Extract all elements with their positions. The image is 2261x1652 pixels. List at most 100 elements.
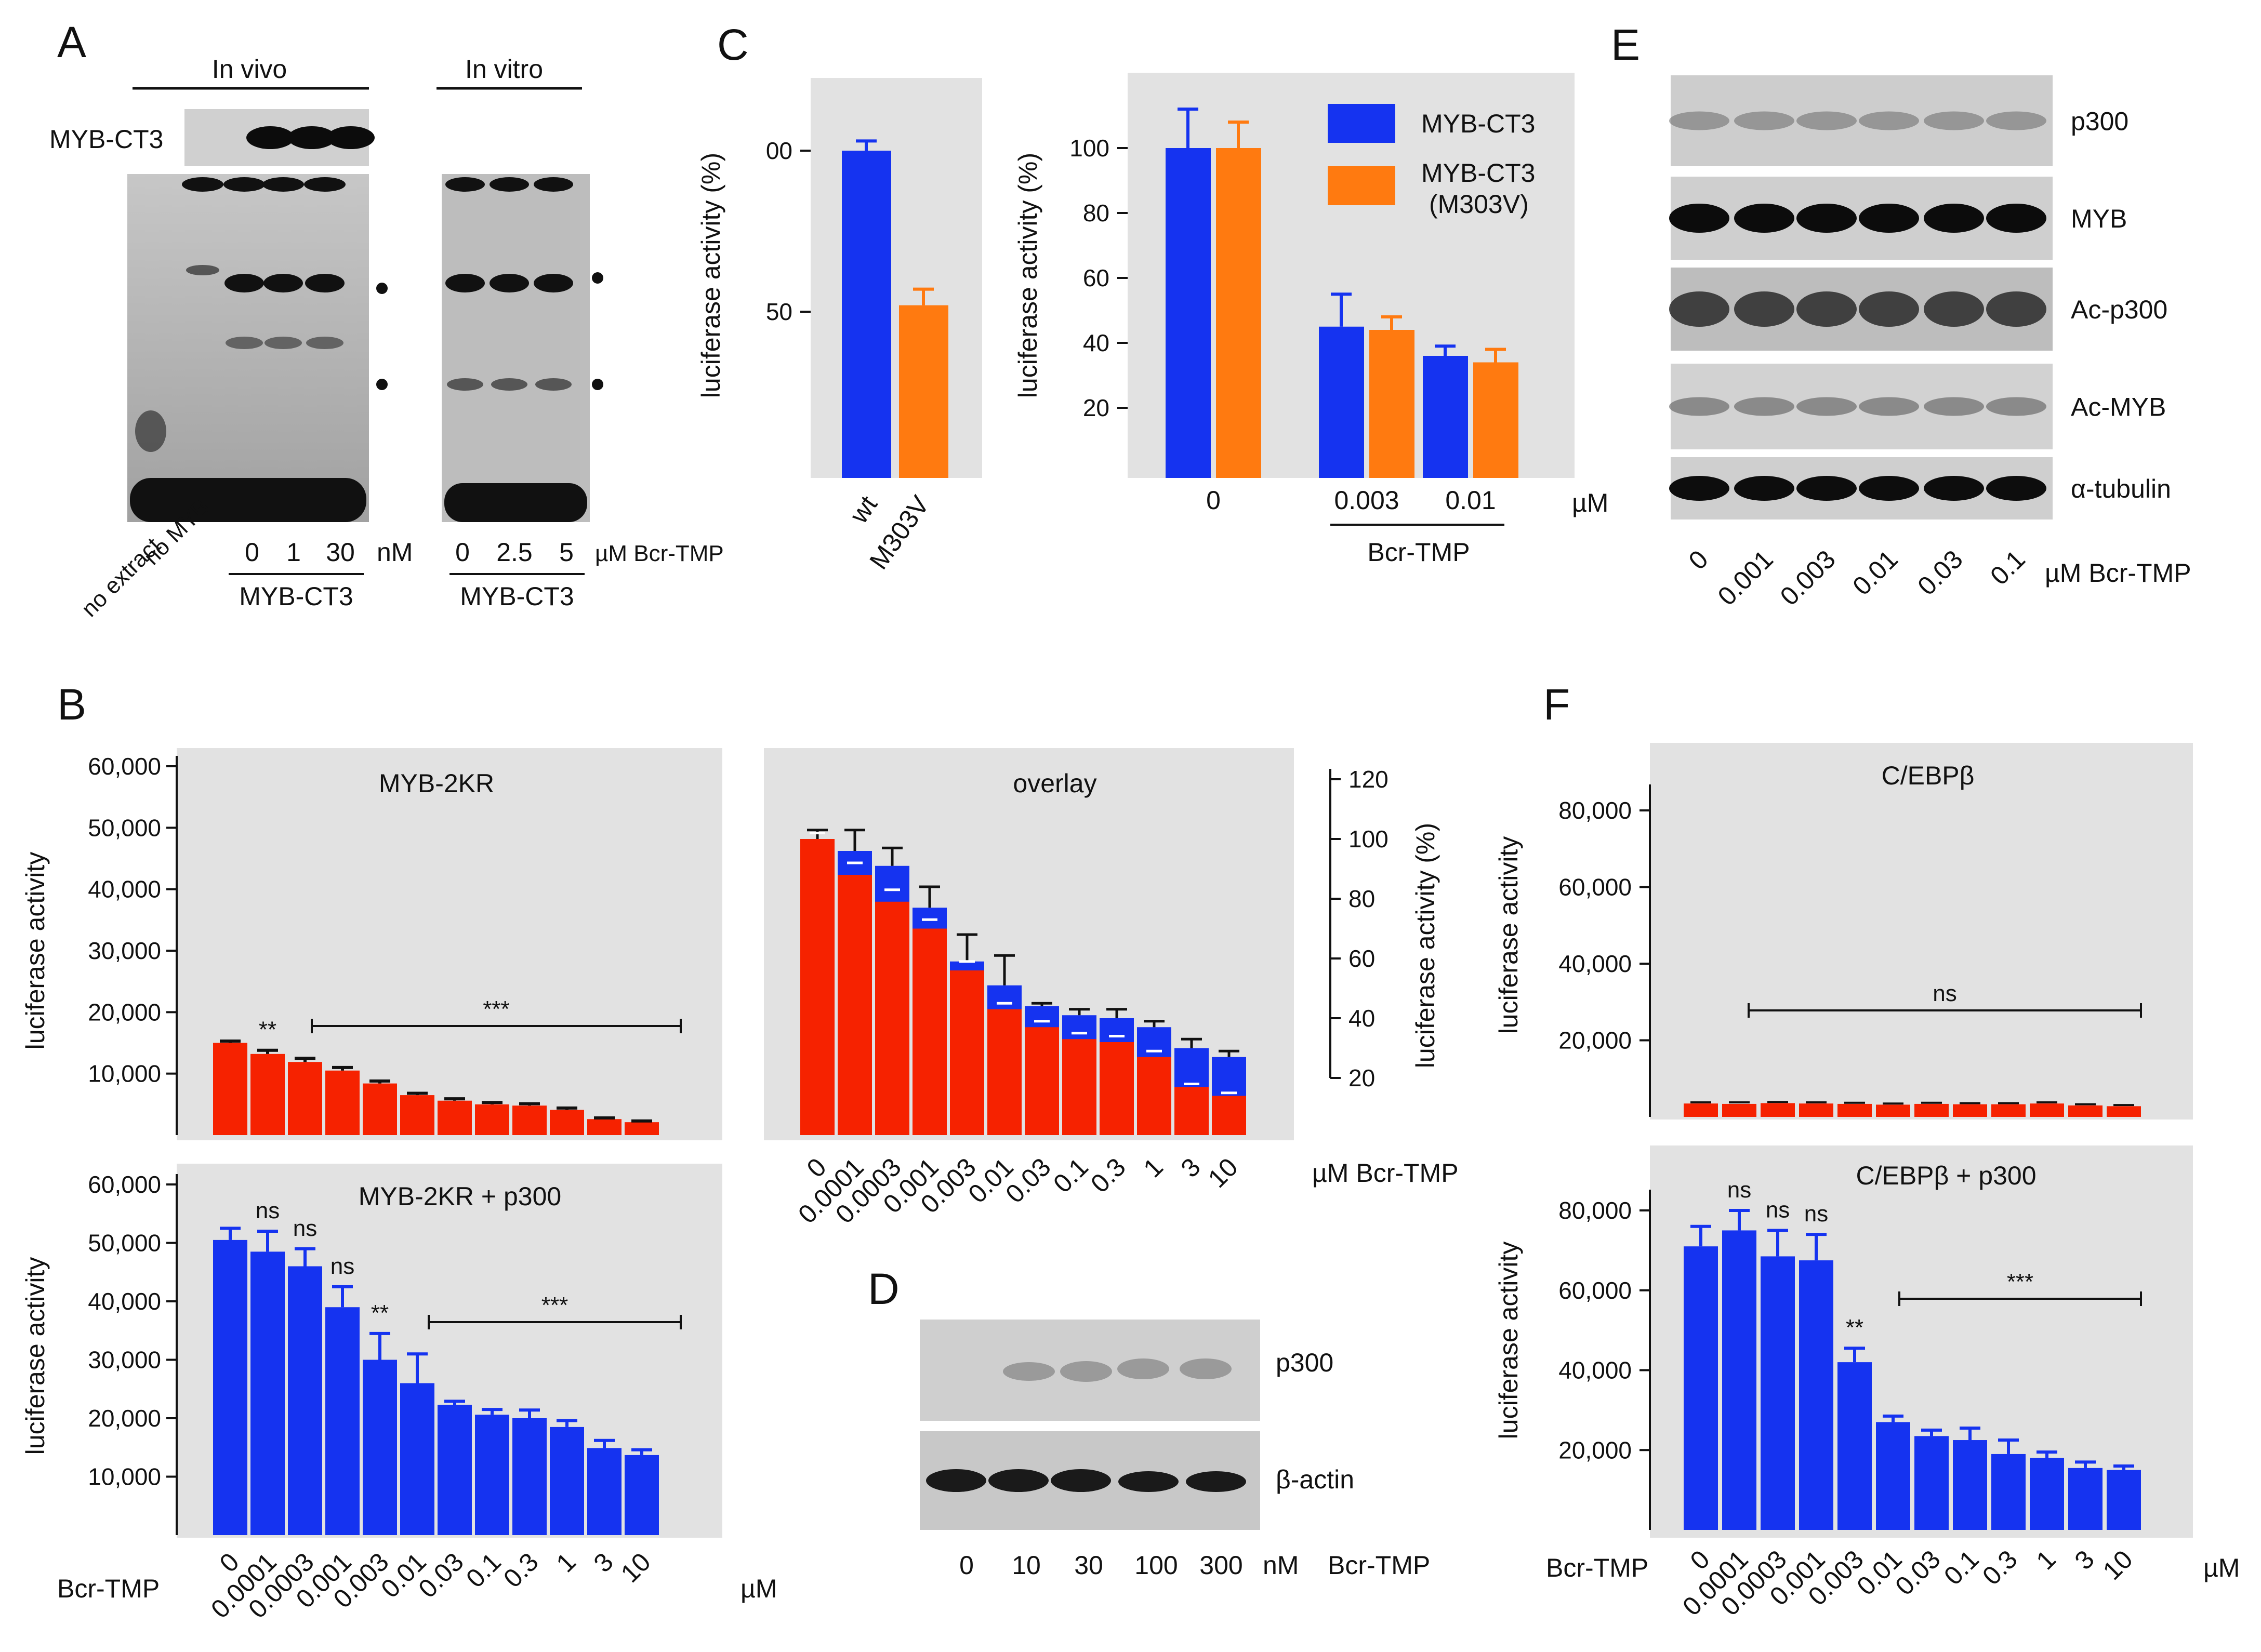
f-top-bar-8 xyxy=(1991,1104,2026,1117)
e-band-0-1 xyxy=(1734,111,1794,130)
b-overlay-unit: µM Bcr-TMP xyxy=(1312,1158,1459,1188)
e-band-label-Ac-p300: Ac-p300 xyxy=(2071,295,2167,324)
f-top-plot-bg xyxy=(1650,743,2193,1120)
c-right-bar-s1-1 xyxy=(1369,330,1414,478)
b-overlay-dose-10: 10 xyxy=(1202,1152,1244,1193)
f-unit: µM xyxy=(2203,1553,2240,1582)
b-top-bar-6 xyxy=(438,1100,472,1135)
e-band-4-1 xyxy=(1734,476,1794,501)
e-band-0-0 xyxy=(1669,111,1729,130)
e-band-4-0 xyxy=(1669,476,1729,501)
lane-0-um: 0 xyxy=(455,538,470,567)
f-bottom-ylabel: luciferase activity xyxy=(1494,1242,1523,1440)
legend-m303v-paren: (M303V) xyxy=(1429,190,1529,219)
myb-western-bands xyxy=(246,126,375,149)
b-top-ytick-label-5: 10,000 xyxy=(88,1060,161,1087)
b-overlay-ylabel: luciferase activity (%) xyxy=(1411,823,1440,1068)
b-dose-0.3: 0.3 xyxy=(498,1547,544,1593)
b-top-ytick-label-4: 20,000 xyxy=(88,998,161,1025)
e-band-3-1 xyxy=(1734,397,1794,416)
e-band-2-5 xyxy=(1986,291,2046,327)
b-bottom-ylabel: luciferase activity xyxy=(21,1257,50,1455)
emsa-gel-in-vivo xyxy=(127,174,388,522)
c-left-plot-bg xyxy=(811,78,982,478)
b-dose-3: 3 xyxy=(588,1547,619,1578)
b-overlay-ytick-label-120: 120 xyxy=(1348,766,1389,793)
b-top-bar-7 xyxy=(475,1104,509,1135)
emsa-gel-in-vitro xyxy=(442,174,603,522)
b-overlay-red-bar-1 xyxy=(838,875,872,1135)
f-bottom-bar-9 xyxy=(2030,1458,2064,1530)
b-bottom-bar-0 xyxy=(213,1240,247,1535)
unit-nm: nM xyxy=(377,538,413,567)
d-band-p300: p300 xyxy=(1276,1348,1333,1377)
e-band-label-p300: p300 xyxy=(2071,107,2128,136)
b-drug-label: Bcr-TMP xyxy=(57,1574,160,1603)
f-dose-10: 10 xyxy=(2097,1544,2138,1586)
legend-swatch-m303v xyxy=(1328,166,1395,205)
f-drug-label: Bcr-TMP xyxy=(1546,1553,1648,1582)
e-band-4-4 xyxy=(1924,476,1984,501)
b-overlay-ytick-label-60: 60 xyxy=(1348,945,1375,972)
f-bottom-bar-10 xyxy=(2068,1468,2103,1530)
c-right-bar-s1-0 xyxy=(1216,148,1261,478)
b-overlay-red-bar-3 xyxy=(913,928,947,1135)
e-dose-0: 0 xyxy=(1683,544,1714,575)
b-overlay-chart: 120 100 80 60 40 20 xyxy=(800,766,1389,1135)
lane-1-nm: 1 xyxy=(286,538,301,567)
lane-30-nm: 30 xyxy=(326,538,355,567)
f-dose-3: 3 xyxy=(2069,1544,2100,1575)
d-blot-beta-actin xyxy=(920,1431,1260,1530)
b-overlay-ytick-label-20: 20 xyxy=(1348,1064,1375,1091)
e-band-1-5 xyxy=(1986,204,2046,233)
in-vivo-label: In vivo xyxy=(212,55,287,84)
b-bottom-sig-3: ns xyxy=(330,1254,354,1279)
e-band-0-2 xyxy=(1796,111,1857,130)
b-top-bar-9 xyxy=(550,1110,584,1135)
f-bottom-bar-6 xyxy=(1914,1436,1949,1530)
c-right-ytick-label-80: 80 xyxy=(1083,199,1109,227)
panel-letter-d: D xyxy=(868,1264,900,1313)
lane-5-um: 5 xyxy=(559,538,574,567)
b-bottom-sig-label: *** xyxy=(541,1293,568,1318)
b-bottom-chart: 60,00050,00040,00030,00020,00010,000nsns… xyxy=(88,1171,682,1535)
e-band-1-0 xyxy=(1669,204,1729,233)
e-band-label-α-tubulin: α-tubulin xyxy=(2071,474,2171,503)
e-band-4-5 xyxy=(1986,476,2046,501)
b-overlay-red-bar-8 xyxy=(1100,1042,1134,1135)
d-blot-p300 xyxy=(920,1320,1260,1421)
f-top-bar-3 xyxy=(1799,1103,1833,1117)
b-bottom-bar-1 xyxy=(250,1251,285,1535)
c-right-ytick-label-100: 100 xyxy=(1069,135,1109,162)
f-top-bar-0 xyxy=(1684,1103,1718,1117)
f-bottom-bar-7 xyxy=(1953,1440,1987,1530)
b-dose-1: 1 xyxy=(551,1547,581,1578)
e-band-1-3 xyxy=(1859,204,1919,233)
e-band-3-4 xyxy=(1924,397,1984,416)
unit-um-bcr-tmp-a: µM Bcr-TMP xyxy=(595,541,724,566)
c-right-ylabel: luciferase activity (%) xyxy=(1013,153,1042,398)
panel-letter-f: F xyxy=(1543,680,1570,729)
b-top-bar-8 xyxy=(512,1105,547,1135)
b-bottom-ytick-label-0: 60,000 xyxy=(88,1171,161,1198)
b-overlay-ytick-label-40: 40 xyxy=(1348,1005,1375,1032)
b-top-bar-4 xyxy=(363,1083,397,1135)
b-top-ytick-label-1: 50,000 xyxy=(88,814,161,841)
b-bottom-sig-2: ns xyxy=(293,1216,317,1241)
b-bottom-bar-8 xyxy=(512,1418,547,1535)
legend-myb-ct3: MYB-CT3 xyxy=(1421,109,1535,138)
b-overlay-dose-1: 1 xyxy=(1138,1152,1169,1183)
b-top-bar-11 xyxy=(625,1122,659,1135)
b-top-ytick-label-3: 30,000 xyxy=(88,937,161,964)
b-bottom-ytick-label-2: 40,000 xyxy=(88,1288,161,1315)
f-bottom-ytick-label-40000: 40,000 xyxy=(1558,1357,1632,1384)
f-top-bar-6 xyxy=(1914,1103,1949,1117)
f-top-bar-1 xyxy=(1722,1103,1756,1117)
b-top-bar-1 xyxy=(250,1054,285,1135)
f-dose-0.3: 0.3 xyxy=(1977,1544,2023,1591)
b-bottom-title: MYB-2KR + p300 xyxy=(359,1182,561,1211)
